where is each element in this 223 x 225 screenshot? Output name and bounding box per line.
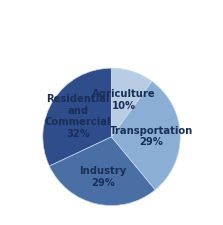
Wedge shape [112,82,180,190]
Text: Agriculture
10%: Agriculture 10% [92,89,156,110]
Text: Transportation
29%: Transportation 29% [110,125,193,147]
Wedge shape [49,137,155,206]
Text: Industry
29%: Industry 29% [79,165,126,187]
Wedge shape [112,69,152,137]
Text: Total U.S. Greenhouse Gas Emissions
by Sector with Electricity Distributed: Total U.S. Greenhouse Gas Emissions by S… [0,15,223,38]
Text: Residential
and
Commercial
32%: Residential and Commercial 32% [45,94,111,138]
Wedge shape [43,69,112,166]
